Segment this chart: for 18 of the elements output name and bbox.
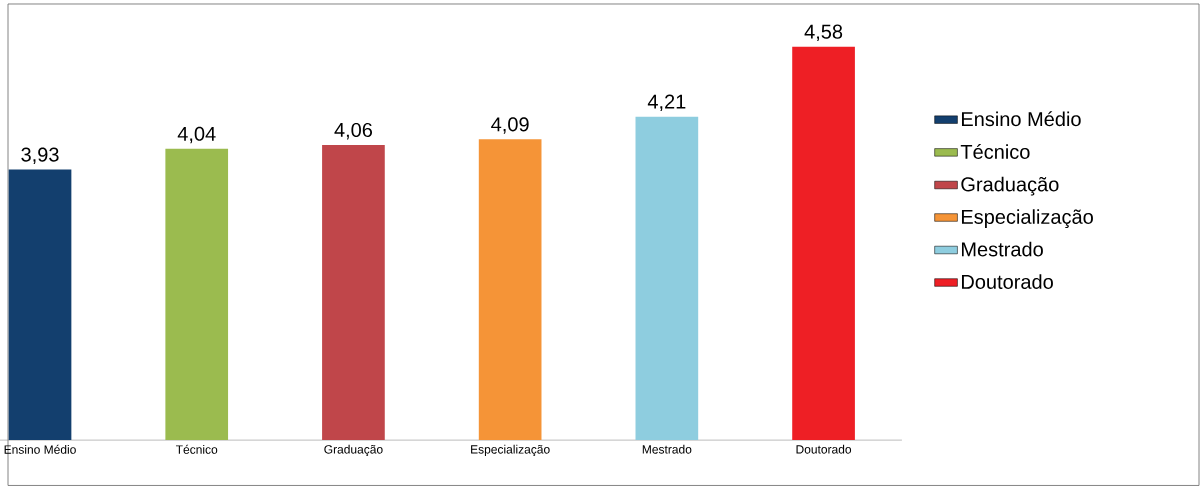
data-label: 4,04 [177,126,216,144]
x-tick-label: Especialização [471,444,550,457]
data-label: 4,58 [804,24,843,41]
x-tick-label: Ensino Médio [4,444,76,454]
legend-label: Mestrado [961,241,1043,257]
data-label: 4,21 [647,94,686,111]
data-label: 4,09 [491,117,529,134]
legend-label: Especialização [961,209,1093,228]
x-tick-label: Técnico [175,444,218,454]
x-tick-label: Graduação [324,444,383,457]
data-label: 4,06 [334,122,373,140]
legend-label: Graduação [961,176,1059,196]
legend-label: Ensino Médio [961,111,1081,127]
data-label: 3,93 [21,147,59,164]
x-tick-label: Mestrado [642,444,692,454]
legend-label: Doutorado [961,274,1053,289]
legend-label: Técnico [960,143,1030,159]
x-tick-label: Doutorado [796,444,852,454]
